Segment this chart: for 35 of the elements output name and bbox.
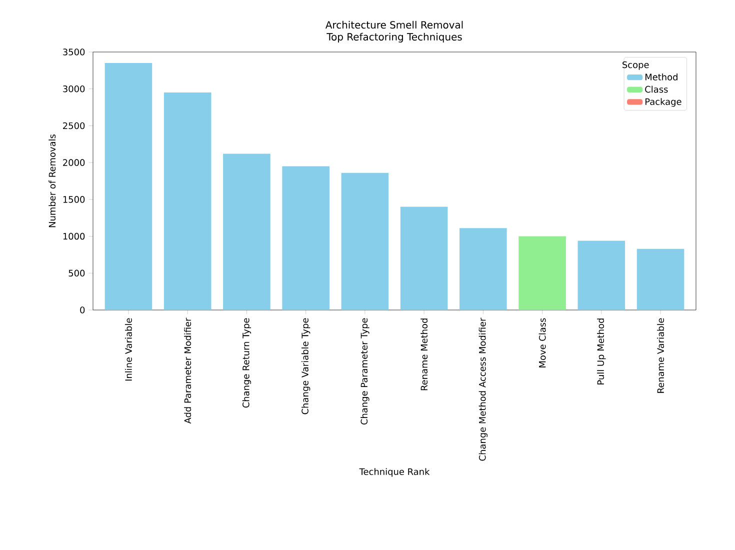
- y-tick-label: 2500: [63, 122, 85, 130]
- x-axis-title: Technique Rank: [359, 468, 430, 477]
- x-tick-label: Change Return Type: [242, 318, 252, 408]
- bar: [400, 206, 448, 310]
- bar: [282, 166, 330, 310]
- x-tick-label: Add Parameter Modifier: [184, 318, 192, 424]
- bar: [578, 240, 626, 310]
- x-tick-label: Inline Variable: [125, 318, 132, 381]
- bar: [164, 92, 212, 310]
- y-axis-title: Number of Removals: [48, 134, 56, 228]
- x-tick-label: Change Method Access Modifier: [478, 318, 488, 461]
- bar: [518, 236, 566, 310]
- y-tick-label: 1000: [63, 232, 85, 240]
- x-tick-label: Pull Up Method: [597, 318, 606, 384]
- x-tick-label: Move Class: [538, 318, 546, 368]
- legend-label: Method: [645, 73, 678, 80]
- y-tick-label: 3000: [63, 85, 85, 92]
- x-tick-label: Change Variable Type: [301, 318, 310, 414]
- x-tick-label: Change Parameter Type: [360, 318, 370, 425]
- y-tick-label: 1500: [63, 196, 85, 203]
- bar: [341, 172, 389, 310]
- y-tick-label: 2000: [63, 159, 85, 166]
- x-tick-label: Rename Method: [420, 318, 428, 390]
- x-tick-label: Rename Variable: [657, 318, 664, 393]
- y-tick-label: 500: [68, 270, 85, 277]
- legend-title: Scope: [622, 61, 649, 70]
- y-tick-label: 0: [80, 306, 85, 314]
- bar: [223, 154, 270, 310]
- chart-title: Architecture Smell Removal Top Refactoring Techniques: [325, 20, 463, 43]
- bar: [460, 228, 507, 310]
- legend-label: Package: [645, 98, 682, 107]
- bar: [104, 63, 152, 310]
- bar: [636, 248, 684, 310]
- y-tick-label: 3500: [63, 48, 85, 56]
- legend-label: Class: [645, 86, 668, 93]
